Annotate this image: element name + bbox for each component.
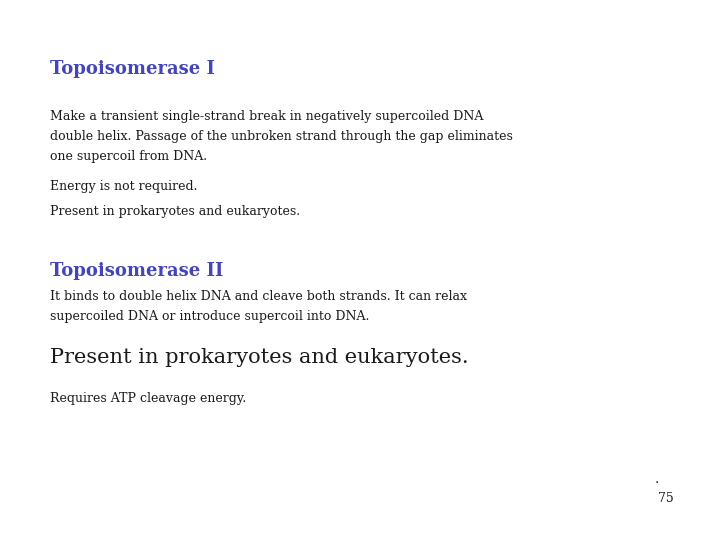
Text: Present in prokaryotes and eukaryotes.: Present in prokaryotes and eukaryotes. (50, 348, 469, 367)
Text: It binds to double helix DNA and cleave both strands. It can relax: It binds to double helix DNA and cleave … (50, 290, 467, 303)
Text: Requires ATP cleavage energy.: Requires ATP cleavage energy. (50, 392, 246, 405)
Text: .: . (655, 472, 660, 486)
Text: Topoisomerase II: Topoisomerase II (50, 262, 223, 280)
Text: Energy is not required.: Energy is not required. (50, 180, 197, 193)
Text: one supercoil from DNA.: one supercoil from DNA. (50, 150, 207, 163)
Text: Topoisomerase I: Topoisomerase I (50, 60, 215, 78)
Text: Present in prokaryotes and eukaryotes.: Present in prokaryotes and eukaryotes. (50, 205, 300, 218)
Text: supercoiled DNA or introduce supercoil into DNA.: supercoiled DNA or introduce supercoil i… (50, 310, 369, 323)
Text: double helix. Passage of the unbroken strand through the gap eliminates: double helix. Passage of the unbroken st… (50, 130, 513, 143)
Text: 75: 75 (658, 492, 674, 505)
Text: Make a transient single-strand break in negatively supercoiled DNA: Make a transient single-strand break in … (50, 110, 483, 123)
